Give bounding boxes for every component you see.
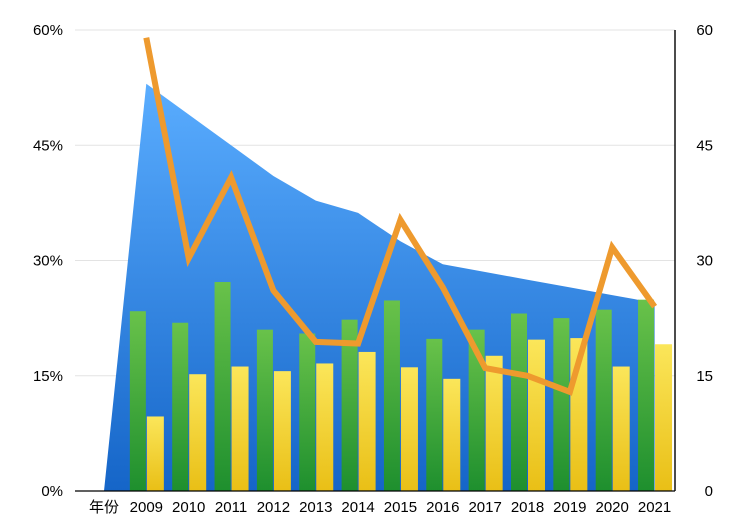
green-bar — [299, 333, 316, 491]
x-axis-tick-label: 2011 — [215, 499, 247, 516]
yellow-bar — [528, 339, 545, 491]
x-axis-tick-label: 2016 — [426, 499, 459, 516]
x-axis-tick-label: 年份 — [89, 499, 119, 516]
bar-series — [129, 282, 673, 491]
left-axis-tick-label: 30% — [33, 253, 63, 270]
x-axis-tick-label: 2015 — [384, 499, 417, 516]
yellow-bar — [189, 374, 207, 491]
green-bar — [426, 338, 443, 491]
axes — [75, 30, 676, 492]
x-axis-tick-label: 2012 — [257, 499, 290, 516]
x-axis-tick-label: 2010 — [172, 499, 205, 516]
green-bar — [511, 313, 527, 491]
green-bar — [383, 300, 400, 491]
green-bar — [595, 309, 612, 491]
yellow-bar — [316, 363, 334, 491]
left-axis-tick-label: 0% — [41, 483, 63, 500]
x-axis-tick-label: 2019 — [553, 499, 586, 516]
yellow-bar — [231, 366, 249, 491]
x-axis-tick-label: 2014 — [341, 499, 374, 516]
yellow-bar — [400, 367, 418, 491]
x-axis-tick-label: 2018 — [511, 499, 544, 516]
green-bar — [256, 329, 273, 491]
x-axis-tick-label: 2020 — [596, 499, 629, 516]
yellow-bar — [358, 351, 376, 491]
green-bar — [129, 311, 146, 491]
yellow-bar — [146, 416, 164, 491]
green-bar — [638, 299, 655, 491]
left-axis-tick-label: 60% — [33, 22, 63, 39]
yellow-bar — [485, 355, 503, 491]
right-axis-tick-label: 30 — [696, 253, 713, 270]
left-axis-tick-label: 15% — [33, 368, 63, 385]
yellow-bar — [612, 366, 630, 491]
right-axis-tick-label: 0 — [705, 483, 713, 500]
green-bar — [341, 319, 358, 491]
right-axis-tick-label: 45 — [696, 137, 713, 154]
left-axis-tick-label: 45% — [33, 137, 63, 154]
right-axis-tick-label: 15 — [696, 368, 713, 385]
tick-labels: 0% 15% 30% 45% 60% 0 15 30 45 60 年份 2009 2010 2011 201… — [33, 22, 713, 516]
green-bar — [468, 329, 485, 491]
x-axis-tick-label: 2013 — [299, 499, 332, 516]
x-axis-tick-label: 2009 — [130, 499, 163, 516]
green-bar — [214, 282, 231, 491]
right-axis-tick-label: 60 — [696, 22, 713, 39]
green-bar — [172, 322, 189, 491]
yellow-bar — [655, 344, 673, 491]
orange-line — [143, 37, 658, 396]
green-bar — [553, 318, 570, 491]
yellow-bar — [273, 371, 291, 491]
x-axis-tick-label: 2017 — [468, 499, 501, 516]
line-series — [143, 37, 658, 396]
yellow-bar — [443, 378, 461, 491]
x-axis-tick-label: 2021 — [638, 499, 671, 516]
